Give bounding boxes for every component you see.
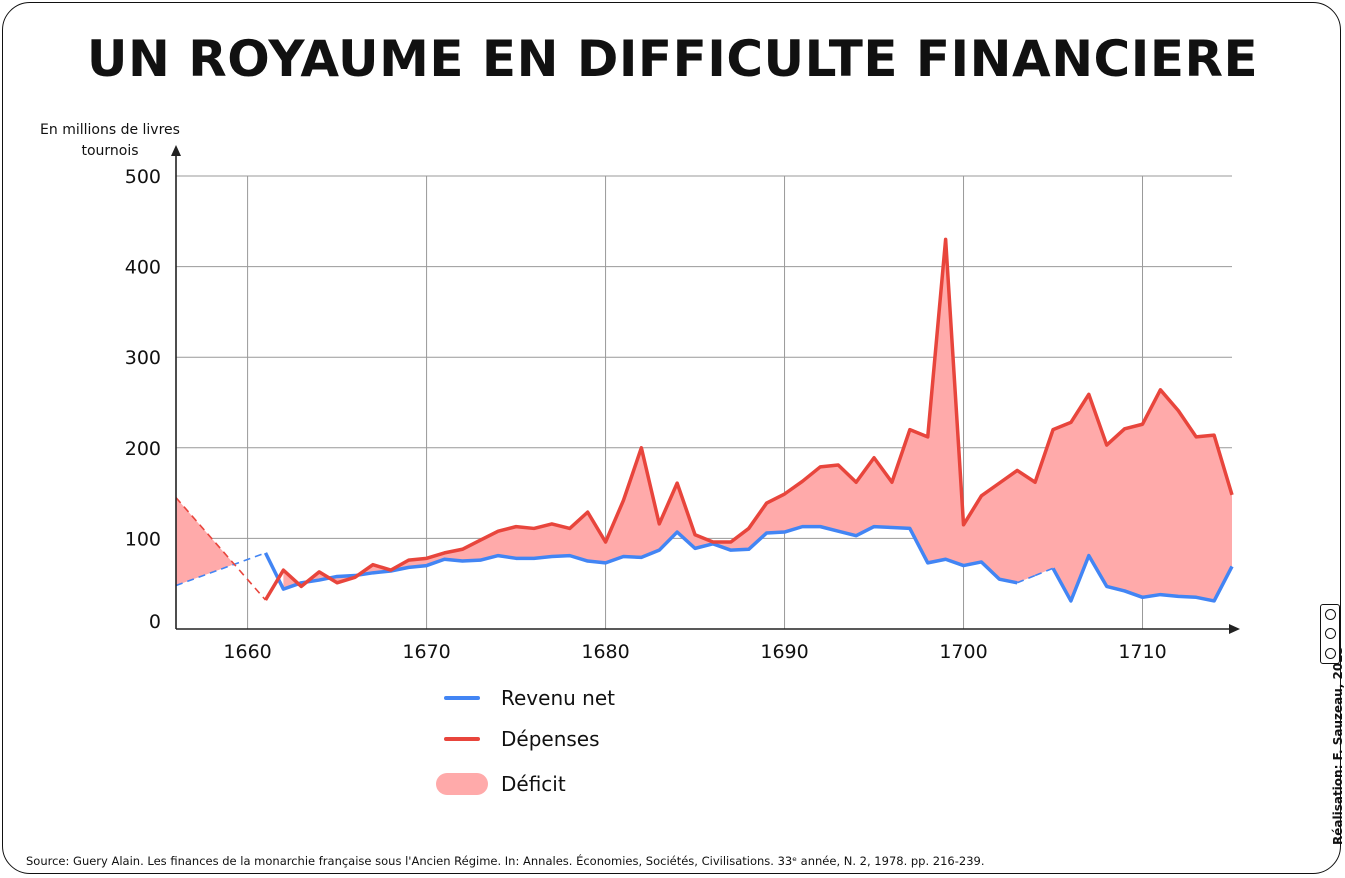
series-dashed-depenses (175, 497, 267, 601)
y-tick-label: 300 (125, 347, 161, 369)
y-tick-label: 200 (125, 438, 161, 460)
x-tick-label: 1680 (581, 641, 629, 663)
cc-license-icon (1320, 604, 1340, 664)
tick-labels: 0 100 200 300 400 500 1660 1670 1680 1690 1700 1710 (125, 166, 1167, 663)
series-dashed-revenu (1034, 567, 1054, 577)
series-lines (175, 237, 1234, 603)
series-dashed-revenu (1016, 574, 1036, 584)
deficit-area (176, 497, 235, 586)
legend-swatch-depenses (435, 727, 489, 751)
y-axis-label: En millions de livres tournois (40, 122, 180, 159)
legend-swatch-revenu (435, 686, 489, 710)
legend-item-revenu: Revenu net (435, 683, 615, 713)
series-line-revenu (1051, 553, 1234, 603)
legend-label-revenu: Revenu net (501, 686, 615, 710)
y-tick-label: 500 (125, 166, 161, 188)
series-dashed-revenu (175, 552, 266, 587)
credit-note: Réalisation: F. Sauzeau, 2023 (1331, 646, 1345, 845)
x-tick-label: 1660 (223, 641, 271, 663)
series-line-depenses (263, 237, 1234, 601)
chart-title: UN ROYAUME EN DIFFICULTE FINANCIERE (86, 30, 1259, 88)
axes (171, 145, 1240, 634)
deficit-area (283, 239, 1232, 601)
source-note: Source: Guery Alain. Les finances de la … (26, 854, 985, 868)
x-tick-label: 1700 (939, 641, 987, 663)
x-axis-arrow-icon (1229, 624, 1240, 634)
legend-label-depenses: Dépenses (501, 727, 600, 751)
x-tick-label: 1690 (760, 641, 808, 663)
legend-item-deficit: Déficit (435, 769, 566, 799)
legend-swatch-deficit (435, 772, 489, 796)
deficit-area-group (176, 239, 1232, 601)
x-tick-label: 1670 (402, 641, 450, 663)
y-tick-label: 400 (125, 257, 161, 279)
legend-item-depenses: Dépenses (435, 724, 600, 754)
y-axis-arrow-icon (171, 145, 181, 156)
x-tick-label: 1710 (1118, 641, 1166, 663)
legend-label-deficit: Déficit (501, 772, 566, 796)
y-tick-label: 100 (125, 528, 161, 550)
y-tick-label: 0 (149, 611, 161, 633)
